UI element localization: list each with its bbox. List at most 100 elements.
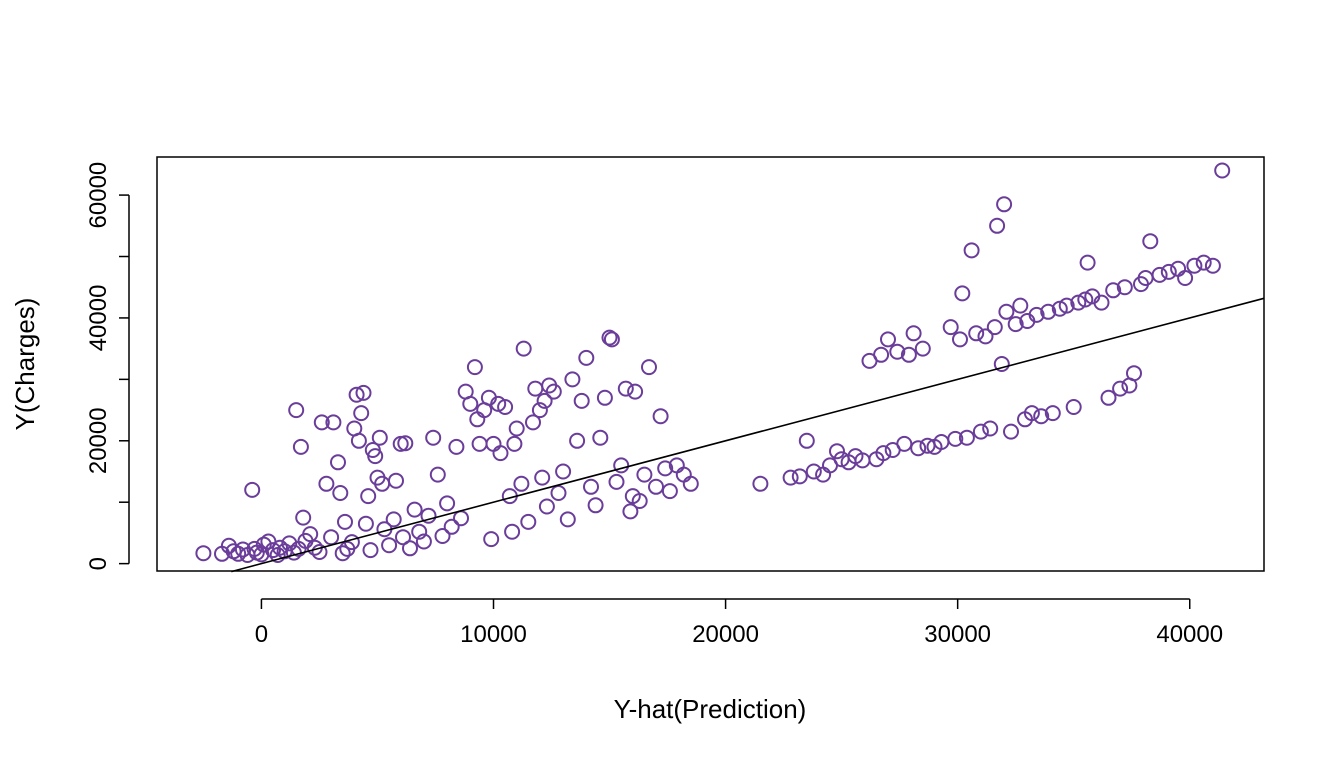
data-point (1079, 254, 1096, 271)
data-point (603, 331, 620, 348)
data-point (880, 331, 896, 348)
data-point (402, 540, 418, 557)
data-point (508, 420, 525, 437)
data-point (381, 537, 398, 554)
data-point (337, 513, 353, 530)
data-point (1195, 254, 1212, 271)
data-point (415, 533, 432, 550)
data-point (1142, 233, 1159, 250)
data-point (1100, 389, 1117, 406)
y-tick-label: 20000 (85, 407, 112, 474)
reference-line-layer (231, 297, 1265, 573)
x-tick-label: 40000 (1156, 621, 1223, 648)
data-point (355, 384, 372, 401)
data-point (1012, 297, 1029, 314)
data-point (506, 435, 523, 452)
data-point (947, 430, 964, 447)
data-point (587, 497, 604, 514)
data-point (791, 468, 808, 485)
reference-line (231, 297, 1265, 573)
data-point (627, 383, 644, 400)
data-point (798, 432, 815, 449)
data-point (910, 440, 927, 457)
data-point (972, 423, 989, 440)
data-point (601, 329, 618, 346)
data-point (325, 414, 342, 431)
data-point (622, 503, 639, 520)
data-point (292, 438, 309, 455)
data-point (272, 539, 288, 556)
data-point (483, 531, 500, 548)
data-point (1028, 306, 1045, 323)
data-point (443, 518, 460, 535)
data-point (613, 457, 630, 474)
data-point (977, 328, 994, 345)
data-point (829, 443, 845, 460)
data-point (952, 331, 968, 348)
data-point (360, 488, 377, 505)
y-tick-label: 60000 (85, 162, 112, 229)
data-point (1116, 279, 1133, 296)
data-point (873, 346, 890, 363)
data-point (583, 478, 599, 495)
data-point (1023, 405, 1040, 422)
data-point (752, 475, 769, 492)
data-point (330, 454, 346, 471)
data-point (954, 285, 971, 302)
data-point (596, 389, 613, 406)
data-point (993, 356, 1010, 372)
data-point (1214, 162, 1231, 179)
data-point (288, 402, 305, 419)
data-point (520, 513, 537, 530)
x-tick-label: 0 (255, 621, 268, 648)
data-point (958, 429, 975, 446)
data-point (652, 408, 669, 425)
data-point (525, 414, 541, 431)
data-point (385, 511, 402, 528)
data-point (998, 303, 1015, 320)
data-point (968, 325, 985, 342)
data-point (782, 469, 799, 486)
data-point (569, 432, 586, 449)
data-point (195, 545, 212, 562)
data-point (429, 466, 446, 483)
data-point (555, 463, 572, 480)
data-point (573, 392, 590, 409)
data-point (311, 544, 328, 560)
data-point (1112, 380, 1129, 397)
data-point (889, 343, 906, 360)
data-point (608, 473, 625, 490)
data-point (545, 383, 562, 400)
data-point (963, 242, 980, 259)
y-tick-label: 40000 (85, 285, 112, 352)
data-point (1105, 282, 1122, 299)
data-point (550, 485, 567, 501)
data-point (1186, 257, 1203, 274)
data-point (896, 435, 913, 452)
data-point (914, 340, 931, 357)
data-point (313, 414, 330, 431)
x-axis-title: Y-hat(Prediction) (614, 694, 807, 724)
data-point (281, 535, 298, 552)
data-point (434, 528, 451, 544)
data-point (448, 438, 465, 455)
data-point (631, 493, 648, 509)
x-tick-label: 30000 (924, 621, 991, 648)
data-point (371, 429, 388, 446)
data-point (1003, 423, 1019, 440)
data-point (536, 392, 553, 409)
data-point (1093, 294, 1110, 311)
data-point (986, 319, 1003, 336)
data-point (538, 498, 555, 515)
data-point (318, 475, 335, 492)
data-point (411, 523, 428, 540)
data-point (420, 507, 437, 524)
data-point (397, 435, 414, 452)
data-point (534, 469, 551, 486)
data-point (905, 325, 922, 342)
data-point (504, 523, 521, 540)
data-point (682, 475, 699, 492)
data-point (302, 526, 319, 543)
